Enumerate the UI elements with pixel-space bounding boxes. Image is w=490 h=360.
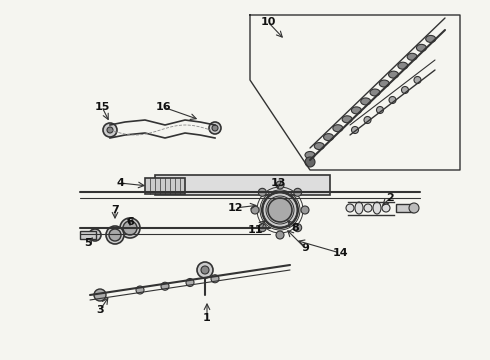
Text: 6: 6 — [126, 217, 134, 227]
Ellipse shape — [305, 152, 315, 158]
Circle shape — [414, 77, 421, 84]
Text: 14: 14 — [332, 248, 348, 258]
Circle shape — [276, 231, 284, 239]
Circle shape — [123, 221, 137, 235]
Ellipse shape — [314, 143, 324, 149]
Text: 4: 4 — [116, 178, 124, 188]
Circle shape — [401, 86, 409, 94]
Circle shape — [161, 282, 169, 290]
Ellipse shape — [323, 134, 334, 141]
Circle shape — [212, 125, 218, 131]
Text: 11: 11 — [247, 225, 263, 235]
Circle shape — [186, 279, 194, 287]
Bar — [145, 178, 185, 194]
Circle shape — [258, 224, 267, 232]
Circle shape — [305, 157, 315, 167]
Circle shape — [376, 107, 384, 113]
Ellipse shape — [333, 125, 343, 132]
Text: 9: 9 — [301, 243, 309, 253]
Ellipse shape — [342, 116, 352, 123]
Circle shape — [409, 203, 419, 213]
Ellipse shape — [379, 80, 389, 87]
Circle shape — [268, 198, 292, 222]
Circle shape — [103, 123, 117, 137]
Bar — [396, 204, 414, 212]
Circle shape — [262, 192, 298, 228]
Ellipse shape — [364, 204, 372, 212]
Text: 10: 10 — [260, 17, 276, 27]
Text: 12: 12 — [227, 203, 243, 213]
Ellipse shape — [351, 107, 362, 114]
Circle shape — [209, 122, 221, 134]
Text: 2: 2 — [386, 193, 394, 203]
Ellipse shape — [370, 89, 380, 96]
Circle shape — [251, 206, 259, 214]
Circle shape — [294, 224, 302, 232]
Ellipse shape — [361, 98, 371, 105]
Circle shape — [94, 289, 106, 301]
Circle shape — [89, 229, 101, 241]
Circle shape — [351, 126, 359, 134]
Circle shape — [201, 266, 209, 274]
Circle shape — [136, 286, 144, 294]
Text: 13: 13 — [270, 178, 286, 188]
Circle shape — [107, 127, 113, 133]
Text: 3: 3 — [96, 305, 104, 315]
Bar — [80, 231, 96, 239]
Circle shape — [389, 96, 396, 104]
Ellipse shape — [426, 35, 436, 42]
Circle shape — [364, 117, 371, 123]
Circle shape — [258, 188, 267, 196]
Circle shape — [301, 206, 309, 214]
Text: 8: 8 — [291, 223, 299, 233]
Ellipse shape — [398, 62, 408, 69]
Ellipse shape — [382, 204, 390, 212]
Ellipse shape — [355, 202, 363, 214]
Text: 7: 7 — [111, 205, 119, 215]
Text: 5: 5 — [84, 238, 92, 248]
Circle shape — [106, 226, 124, 244]
Circle shape — [109, 229, 121, 241]
Circle shape — [120, 218, 140, 238]
Text: 1: 1 — [203, 313, 211, 323]
Ellipse shape — [346, 204, 354, 212]
Ellipse shape — [416, 44, 426, 51]
Circle shape — [197, 262, 213, 278]
Bar — [155, 175, 330, 195]
Circle shape — [211, 275, 219, 283]
Text: 15: 15 — [94, 102, 110, 112]
Ellipse shape — [389, 71, 398, 78]
Ellipse shape — [407, 53, 417, 60]
Circle shape — [294, 188, 302, 196]
Text: 16: 16 — [155, 102, 171, 112]
Ellipse shape — [373, 202, 381, 214]
Circle shape — [276, 181, 284, 189]
